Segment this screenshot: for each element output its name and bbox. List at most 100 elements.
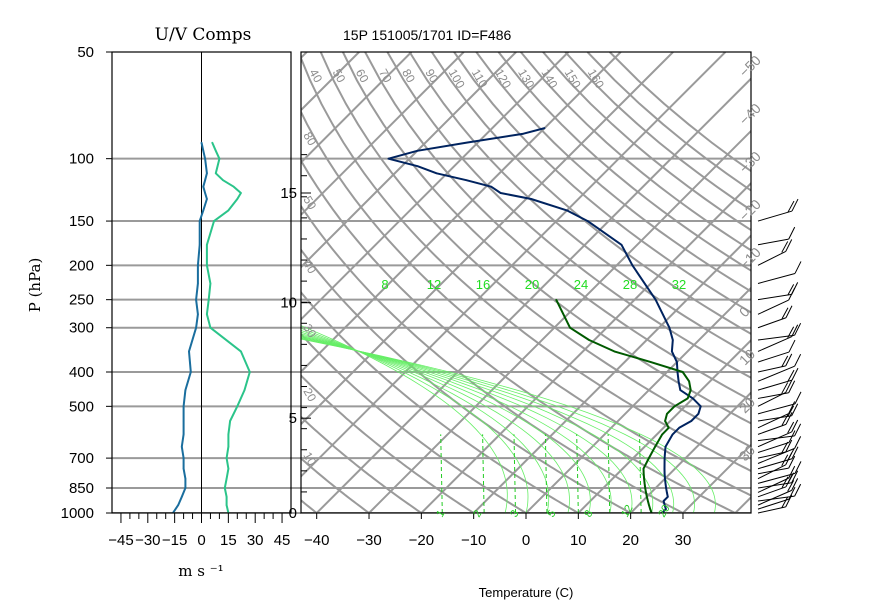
temperature-axis-label: Temperature (C) [479,585,574,600]
wind-component-point [182,405,185,408]
mixing-ratio-label: 24 [574,277,588,292]
wind-barb-flag [788,226,796,240]
wind-barb-flag [781,441,789,454]
dewpoint-point [644,487,646,489]
wind-barb-flag [787,284,795,296]
dashed-line-label: 12 [619,503,636,520]
temp-tick-label: 10 [570,532,587,549]
dry-adiabat [564,52,751,212]
wind-component-point [182,467,185,470]
wind-barb-flag [785,353,793,367]
temp-tick-label: 0 [522,532,530,549]
temperature-point [665,487,667,489]
dewpoint-point [649,508,651,510]
wind-barb-flag [787,369,795,382]
wind-barb-staff [757,293,792,301]
wind-component-point [227,467,230,470]
wet-bulb-label: −10 [736,244,764,272]
dry-adiabat-label: 40 [306,67,325,86]
dry-adiabat [430,52,751,336]
dewpoint-point [555,298,557,301]
wind-component-point [206,264,208,267]
temperature-point [663,457,666,459]
temperature-point [543,127,546,129]
wind-barb-flag [785,380,793,393]
dry-adiabat [342,52,751,425]
wind-barb-staff [757,413,789,429]
dewpoint-point [646,496,648,498]
temperature-point [663,473,666,475]
wind-barb-flag [787,200,795,213]
dashed-line-label: 2 [471,508,484,519]
wind-barb-staff [757,238,789,246]
dewpoint-point [613,350,616,353]
dewpoint-point [588,339,590,341]
dewpoint-point [647,500,649,502]
wind-component-point [218,157,221,160]
wind-barb-flag [794,322,802,336]
wind-component-point [240,350,242,353]
wind-component-point [225,496,228,498]
dewpoint-point [650,361,652,363]
temperature-point [666,491,668,494]
wind-barb-flag [788,455,796,469]
wind-barb-flag [791,367,799,381]
wind-barb-flag [788,380,796,393]
dewpoint-point [569,326,571,329]
wind-panel-title: U/V Comps [155,25,252,45]
wind-tick-label: 30 [247,532,264,549]
dry-adiabat-label: 50 [330,67,349,86]
wind-barb-flag [787,405,795,417]
wind-component-point [215,150,217,152]
isotherm [301,52,727,478]
wind-component-point [202,150,205,152]
temperature-point [465,179,468,181]
wind-component-point [225,457,228,459]
isotherm [301,52,308,60]
mixing-ratio-line [576,434,579,513]
dry-adiabat [301,248,632,513]
mixing-ratio-label: 20 [525,277,539,292]
wind-barb-flag [791,403,799,416]
temperature-point [416,165,419,167]
dry-adiabat [453,52,751,314]
wind-component-point [184,477,187,480]
wind-barb-flag [781,307,789,319]
wind-component-point [198,244,201,246]
wind-barb-staff [757,482,792,489]
wind-barb-flag [781,382,789,394]
mixing-ratio-line [544,434,548,513]
wind-component-line-0 [172,142,208,513]
wind-barb-flag [791,478,799,491]
wind-component-point [209,282,212,285]
dry-adiabat [301,204,684,513]
wind-component-point [177,504,179,506]
wind-component-point [202,185,205,188]
height-tick-label: 15 [280,185,297,202]
temperature-point [620,244,623,246]
temperature-point [697,413,700,415]
wind-barb-staff [757,365,795,382]
wind-barb-staff [757,317,787,329]
height-tick-label: 10 [280,295,297,312]
pressure-tick-label: 200 [69,257,94,274]
wind-barb-staff [757,272,796,284]
wind-tick-label: −30 [135,532,160,549]
wind-component-point [206,244,208,246]
height-tick-label: 5 [289,410,297,427]
temperature-point [663,467,666,470]
isotherm [525,286,751,513]
wind-barb-staff [757,379,793,391]
temperature-point [677,380,680,383]
wind-barb-flag [785,239,793,252]
dewpoint-point [667,427,670,429]
wind-barb-staff [757,431,792,448]
wind-barb-flag [794,423,802,437]
dry-adiabat-label: 150 [562,67,584,92]
wind-barb-staff [757,403,796,415]
moist-adiabat [301,331,570,513]
wind-component-point [182,433,185,436]
isotherm [301,52,413,164]
dewpoint-point [645,491,647,494]
wind-tick-label: 15 [220,532,237,549]
